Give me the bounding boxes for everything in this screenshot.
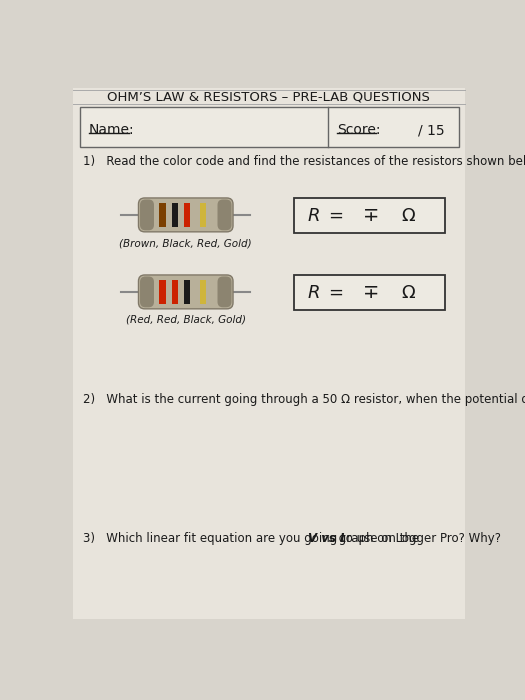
Bar — [200, 202, 206, 228]
Text: (Brown, Black, Red, Gold): (Brown, Black, Red, Gold) — [120, 238, 252, 248]
Bar — [160, 279, 165, 304]
FancyBboxPatch shape — [140, 276, 154, 307]
Text: $R\ =$: $R\ =$ — [308, 284, 344, 302]
Bar — [294, 275, 445, 310]
Bar — [80, 107, 458, 147]
Bar — [294, 198, 445, 233]
Text: V vs I: V vs I — [308, 532, 344, 545]
Text: Name:: Name: — [89, 123, 134, 137]
Bar — [200, 279, 206, 304]
FancyBboxPatch shape — [139, 275, 233, 309]
Text: (Red, Red, Black, Gold): (Red, Red, Black, Gold) — [126, 315, 246, 325]
Text: 3)   Which linear fit equation are you going to use on the: 3) Which linear fit equation are you goi… — [82, 532, 423, 545]
Bar — [172, 202, 178, 228]
Text: graph on Logger Pro? Why?: graph on Logger Pro? Why? — [334, 532, 501, 545]
FancyBboxPatch shape — [139, 198, 233, 232]
Text: 1)   Read the color code and find the resistances of the resistors shown below.: 1) Read the color code and find the resi… — [82, 155, 525, 167]
Text: 2)   What is the current going through a 50 Ω resistor, when the potential diffe: 2) What is the current going through a 5… — [82, 393, 525, 406]
Text: $\mp$: $\mp$ — [362, 206, 379, 225]
Text: $\mp$: $\mp$ — [362, 284, 379, 302]
FancyBboxPatch shape — [217, 276, 232, 307]
Text: $\Omega$: $\Omega$ — [401, 284, 416, 302]
FancyBboxPatch shape — [217, 199, 232, 230]
Text: $R\ =$: $R\ =$ — [308, 206, 344, 225]
Text: $\Omega$: $\Omega$ — [401, 206, 416, 225]
Text: / 15: / 15 — [418, 123, 445, 137]
Bar — [160, 202, 165, 228]
Text: Score:: Score: — [337, 123, 381, 137]
Bar — [172, 279, 178, 304]
Bar — [184, 279, 191, 304]
Bar — [184, 202, 191, 228]
FancyBboxPatch shape — [140, 199, 154, 230]
Text: OHM’S LAW & RESISTORS – PRE-LAB QUESTIONS: OHM’S LAW & RESISTORS – PRE-LAB QUESTION… — [107, 90, 430, 104]
